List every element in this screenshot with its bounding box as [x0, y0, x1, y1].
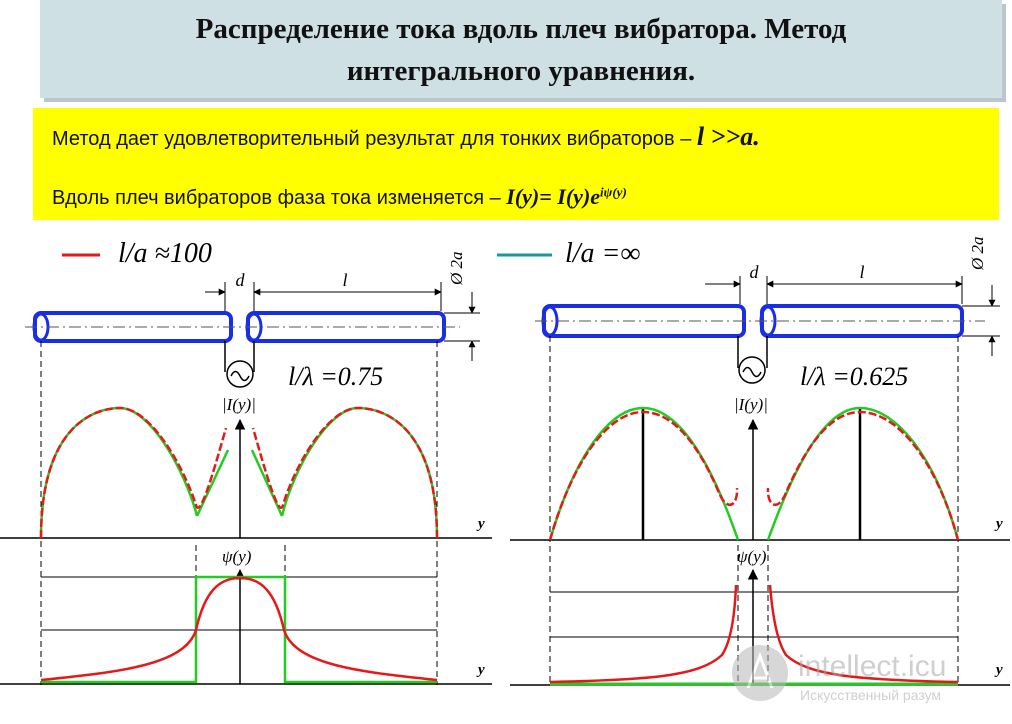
- right-y-axis-label-2: y: [994, 662, 1003, 678]
- right-arm-label: l: [859, 262, 864, 282]
- left-y-axis-label-2: y: [476, 662, 485, 678]
- info-line-2-formula: I(y)= I(y)e: [506, 184, 601, 209]
- right-amp-thin-arm1: [548, 410, 739, 541]
- watermark-logo-icon: [732, 645, 788, 701]
- title-line-1: Распределение тока вдоль плеч вибратора.…: [195, 13, 847, 45]
- left-panel: l/a ≈100 d l Ø 2a l/λ =0.75 y: [0, 238, 492, 685]
- left-phase-thin: [40, 576, 438, 682]
- watermark-tagline: Искусственный разум: [800, 687, 941, 703]
- left-legend-label: l/a ≈100: [118, 238, 212, 269]
- right-amp-ideal-arm2: [766, 406, 960, 541]
- info-box: [33, 108, 999, 220]
- left-y-axis-label: y: [476, 516, 485, 532]
- left-amp-ideal-arm1: [39, 406, 199, 539]
- right-gap-label: d: [750, 262, 760, 282]
- left-source-icon: [226, 360, 254, 388]
- right-phase-thin-arm1: [549, 584, 738, 684]
- page-title: Распределение тока вдоль плеч вибратора.…: [40, 8, 1002, 92]
- right-source-icon: [738, 356, 766, 384]
- left-diameter-label: Ø 2a: [447, 251, 466, 286]
- left-arm-label: l: [342, 270, 347, 290]
- right-phase-axis-label: ψ(y): [737, 547, 767, 566]
- left-amp-thin-arm1: [39, 406, 228, 539]
- watermark-name: intellect.icu: [798, 650, 946, 683]
- right-amp-thin-arm2: [766, 410, 960, 541]
- title-line-2: интегрального уравнения.: [346, 55, 696, 87]
- left-ratio-label: l/λ =0.75: [288, 362, 383, 391]
- right-diameter-label: Ø 2a: [968, 236, 987, 271]
- right-legend-label: l/a =∞: [565, 238, 640, 269]
- left-gap-label: d: [236, 270, 246, 290]
- left-phase-axis-label: ψ(y): [222, 547, 252, 566]
- left-amp-ideal-arm2: [280, 406, 439, 539]
- info-line-2: Вдоль плеч вибраторов фаза тока изменяет…: [52, 184, 627, 210]
- right-ratio-label: l/λ =0.625: [800, 362, 908, 391]
- info-line-2-text: Вдоль плеч вибраторов фаза тока изменяет…: [52, 187, 507, 209]
- right-panel: l/a =∞ d l Ø 2a l/λ =0.625 y |I(y)|: [497, 236, 1010, 686]
- left-amp-axis-label: |I(y)|: [222, 395, 256, 414]
- info-line-2-exponent: iψ(y): [600, 184, 627, 200]
- info-line-1-formula: l >>a.: [696, 122, 760, 151]
- watermark: intellect.icu Искусственный разум: [732, 645, 946, 703]
- left-amp-thin-arm2: [251, 406, 439, 539]
- info-line-1-text: Метод дает удовлетворительный результат …: [52, 128, 697, 150]
- right-phase-thin-arm2: [768, 584, 959, 684]
- title-banner: [40, 0, 1002, 98]
- info-line-1: Метод дает удовлетворительный результат …: [52, 122, 760, 152]
- right-y-axis-label: y: [994, 516, 1003, 532]
- right-amp-axis-label: |I(y)|: [734, 395, 768, 414]
